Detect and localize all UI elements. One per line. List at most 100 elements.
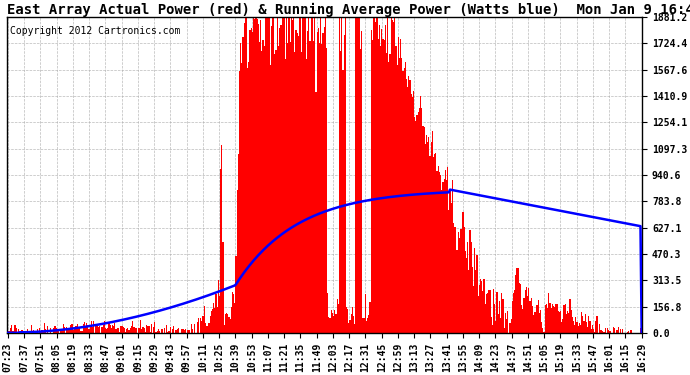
Bar [295, 30, 297, 333]
Bar [346, 307, 347, 333]
Bar [20, 332, 21, 333]
Bar [566, 314, 567, 333]
Bar [547, 308, 548, 333]
Bar [71, 324, 72, 333]
Bar [559, 312, 560, 333]
Bar [294, 52, 295, 333]
Bar [497, 314, 499, 333]
Bar [618, 327, 619, 333]
Bar [139, 328, 140, 333]
Bar [575, 317, 576, 333]
Bar [409, 80, 411, 333]
Bar [555, 304, 556, 333]
Bar [125, 332, 126, 333]
Bar [374, 17, 375, 333]
Bar [349, 320, 351, 333]
Bar [112, 325, 113, 333]
Bar [53, 328, 55, 333]
Text: Copyright 2012 Cartronics.com: Copyright 2012 Cartronics.com [10, 26, 181, 36]
Bar [479, 285, 480, 333]
Bar [519, 283, 520, 333]
Bar [521, 306, 522, 333]
Bar [118, 328, 119, 333]
Bar [157, 331, 158, 333]
Bar [326, 48, 327, 333]
Bar [244, 23, 245, 333]
Bar [232, 292, 233, 333]
Bar [12, 332, 13, 333]
Bar [539, 313, 540, 333]
Bar [536, 305, 538, 333]
Bar [589, 321, 591, 333]
Bar [287, 43, 288, 333]
Bar [564, 304, 566, 333]
Bar [245, 17, 246, 333]
Bar [218, 280, 219, 333]
Bar [117, 328, 118, 333]
Bar [592, 326, 593, 333]
Bar [86, 323, 87, 333]
Bar [8, 331, 10, 333]
Bar [60, 330, 61, 333]
Bar [552, 304, 553, 333]
Bar [381, 29, 382, 333]
Bar [197, 322, 198, 333]
Bar [313, 40, 314, 333]
Bar [457, 232, 459, 333]
Bar [447, 167, 448, 333]
Bar [395, 46, 397, 333]
Bar [300, 18, 302, 333]
Bar [322, 33, 324, 333]
Bar [113, 326, 115, 333]
Bar [43, 323, 45, 333]
Bar [310, 17, 312, 333]
Bar [549, 303, 551, 333]
Bar [608, 330, 609, 333]
Bar [106, 329, 107, 333]
Bar [359, 17, 360, 333]
Bar [166, 325, 167, 333]
Bar [493, 289, 494, 333]
Bar [153, 327, 155, 333]
Bar [474, 248, 475, 333]
Bar [247, 68, 248, 333]
Bar [480, 279, 481, 333]
Bar [40, 332, 41, 333]
Bar [99, 326, 100, 333]
Bar [382, 39, 384, 333]
Bar [472, 267, 473, 333]
Bar [453, 223, 454, 333]
Bar [367, 318, 368, 333]
Bar [221, 145, 222, 333]
Bar [104, 321, 105, 333]
Bar [184, 330, 185, 333]
Bar [98, 327, 99, 333]
Bar [484, 304, 486, 333]
Bar [507, 311, 509, 333]
Bar [88, 329, 90, 333]
Bar [161, 329, 163, 333]
Bar [158, 329, 159, 333]
Bar [264, 46, 265, 333]
Bar [415, 121, 417, 333]
Bar [355, 17, 357, 333]
Bar [426, 135, 427, 333]
Bar [384, 40, 385, 333]
Bar [627, 332, 628, 333]
Bar [312, 17, 313, 333]
Bar [228, 317, 230, 333]
Bar [92, 327, 93, 333]
Bar [460, 229, 461, 333]
Bar [524, 290, 526, 333]
Bar [475, 270, 477, 333]
Bar [602, 331, 604, 333]
Bar [561, 322, 562, 333]
Bar [471, 242, 472, 333]
Bar [551, 308, 552, 333]
Bar [70, 326, 71, 333]
Bar [495, 321, 496, 333]
Bar [477, 296, 479, 333]
Bar [120, 326, 121, 333]
Bar [327, 292, 328, 333]
Bar [588, 315, 589, 333]
